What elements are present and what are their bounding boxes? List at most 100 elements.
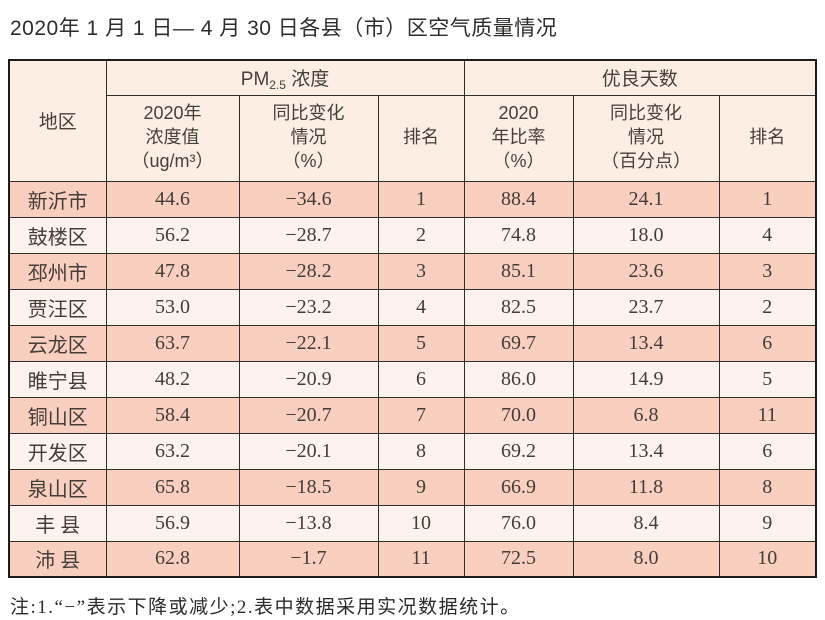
table-body: 新沂市 44.6 −34.6 1 88.4 24.1 1 鼓楼区 56.2 −2… — [8, 180, 817, 578]
good-change-cell: 14.9 — [572, 360, 720, 398]
good-rate-cell: 69.7 — [463, 324, 574, 362]
good-rank-cell: 1 — [718, 180, 817, 218]
pm-value-cell: 63.2 — [105, 432, 240, 470]
pm-rank-cell: 3 — [377, 252, 465, 290]
pm-value-cell: 63.7 — [105, 324, 240, 362]
good-change-cell: 18.0 — [572, 216, 720, 254]
pm-value-cell: 62.8 — [105, 540, 240, 578]
pm-change-cell: −22.1 — [238, 324, 379, 362]
pm-rank-cell: 11 — [377, 540, 465, 578]
good-rank-cell: 9 — [718, 504, 817, 542]
good-rank-cell: 8 — [718, 468, 817, 506]
good-change-cell: 8.0 — [572, 540, 720, 578]
pm-rank-cell: 7 — [377, 396, 465, 434]
good-rate-cell: 88.4 — [463, 180, 574, 218]
pm-rank-cell: 4 — [377, 288, 465, 326]
pm-value-cell: 56.2 — [105, 216, 240, 254]
footnote: 注:1.“−”表示下降或减少;2.表中数据采用实况数据统计。 — [10, 597, 521, 618]
region-cell: 开发区 — [8, 432, 107, 470]
col-header-good-change: 同比变化 情况 （百分点） — [572, 94, 720, 182]
good-change-cell: 8.4 — [572, 504, 720, 542]
table-row: 鼓楼区 56.2 −28.7 2 74.8 18.0 4 — [8, 216, 817, 254]
pm-value-cell: 53.0 — [105, 288, 240, 326]
col-group-pm25: PM2.5 浓度 — [105, 59, 465, 96]
col-header-good-rank: 排名 — [718, 94, 817, 182]
good-change-cell: 24.1 — [572, 180, 720, 218]
table-row: 开发区 63.2 −20.1 8 69.2 13.4 6 — [8, 432, 817, 470]
pm-change-cell: −18.5 — [238, 468, 379, 506]
region-cell: 新沂市 — [8, 180, 107, 218]
good-rate-cell: 74.8 — [463, 216, 574, 254]
pm-value-cell: 56.9 — [105, 504, 240, 542]
good-rank-cell: 3 — [718, 252, 817, 290]
region-cell: 贾汪区 — [8, 288, 107, 326]
pm-value-cell: 58.4 — [105, 396, 240, 434]
pm-value-cell: 65.8 — [105, 468, 240, 506]
page-title: 2020年 1 月 1 日— 4 月 30 日各县（市）区空气质量情况 — [10, 17, 558, 40]
good-change-cell: 13.4 — [572, 324, 720, 362]
col-header-good-rate: 2020 年比率 （%） — [463, 94, 574, 182]
good-change-cell: 6.8 — [572, 396, 720, 434]
good-rank-cell: 10 — [718, 540, 817, 578]
pm-change-cell: −28.2 — [238, 252, 379, 290]
pm-rank-cell: 6 — [377, 360, 465, 398]
region-cell: 云龙区 — [8, 324, 107, 362]
pm-rank-cell: 9 — [377, 468, 465, 506]
table-row: 沛 县 62.8 −1.7 11 72.5 8.0 10 — [8, 540, 817, 578]
good-rank-cell: 6 — [718, 432, 817, 470]
good-rate-cell: 85.1 — [463, 252, 574, 290]
good-change-cell: 11.8 — [572, 468, 720, 506]
col-header-pm-value: 2020年 浓度值 （ug/m³） — [105, 94, 240, 182]
pm-change-cell: −20.1 — [238, 432, 379, 470]
table-row: 睢宁县 48.2 −20.9 6 86.0 14.9 5 — [8, 360, 817, 398]
col-group-good-days: 优良天数 — [463, 59, 817, 96]
col-header-pm-rank: 排名 — [377, 94, 465, 182]
good-rank-cell: 2 — [718, 288, 817, 326]
good-change-cell: 23.7 — [572, 288, 720, 326]
pm-change-cell: −34.6 — [238, 180, 379, 218]
pm-change-cell: −1.7 — [238, 540, 379, 578]
good-rate-cell: 82.5 — [463, 288, 574, 326]
pm-label-prefix: PM — [240, 68, 270, 90]
pm-label-subscript: 2.5 — [269, 77, 286, 92]
table-row: 新沂市 44.6 −34.6 1 88.4 24.1 1 — [8, 180, 817, 218]
good-rate-cell: 76.0 — [463, 504, 574, 542]
good-rate-cell: 66.9 — [463, 468, 574, 506]
good-rate-cell: 86.0 — [463, 360, 574, 398]
region-cell: 沛 县 — [8, 540, 107, 578]
good-change-cell: 13.4 — [572, 432, 720, 470]
region-cell: 铜山区 — [8, 396, 107, 434]
col-header-region: 地区 — [8, 59, 107, 182]
good-rate-cell: 72.5 — [463, 540, 574, 578]
pm-change-cell: −13.8 — [238, 504, 379, 542]
region-cell: 邳州市 — [8, 252, 107, 290]
table-header: 地区 PM2.5 浓度 优良天数 2020年 浓度值 （ug/m³） 同比变化 … — [8, 59, 817, 182]
col-header-pm-change: 同比变化 情况 （%） — [238, 94, 379, 182]
pm-rank-cell: 5 — [377, 324, 465, 362]
pm-label-suffix: 浓度 — [285, 68, 330, 90]
pm-change-cell: −28.7 — [238, 216, 379, 254]
pm-rank-cell: 2 — [377, 216, 465, 254]
region-cell: 泉山区 — [8, 468, 107, 506]
pm-rank-cell: 8 — [377, 432, 465, 470]
good-rank-cell: 4 — [718, 216, 817, 254]
good-rank-cell: 6 — [718, 324, 817, 362]
pm-change-cell: −23.2 — [238, 288, 379, 326]
table-row: 铜山区 58.4 −20.7 7 70.0 6.8 11 — [8, 396, 817, 434]
air-quality-table: 地区 PM2.5 浓度 优良天数 2020年 浓度值 （ug/m³） 同比变化 … — [8, 59, 818, 578]
good-rank-cell: 5 — [718, 360, 817, 398]
pm-value-cell: 47.8 — [105, 252, 240, 290]
good-rank-cell: 11 — [718, 396, 817, 434]
pm-change-cell: −20.9 — [238, 360, 379, 398]
region-cell: 丰 县 — [8, 504, 107, 542]
header-group-row: 地区 PM2.5 浓度 优良天数 — [8, 59, 817, 182]
pm-change-cell: −20.7 — [238, 396, 379, 434]
good-rate-cell: 69.2 — [463, 432, 574, 470]
good-change-cell: 23.6 — [572, 252, 720, 290]
good-rate-cell: 70.0 — [463, 396, 574, 434]
region-cell: 鼓楼区 — [8, 216, 107, 254]
table-row: 云龙区 63.7 −22.1 5 69.7 13.4 6 — [8, 324, 817, 362]
pm-value-cell: 48.2 — [105, 360, 240, 398]
table-row: 贾汪区 53.0 −23.2 4 82.5 23.7 2 — [8, 288, 817, 326]
